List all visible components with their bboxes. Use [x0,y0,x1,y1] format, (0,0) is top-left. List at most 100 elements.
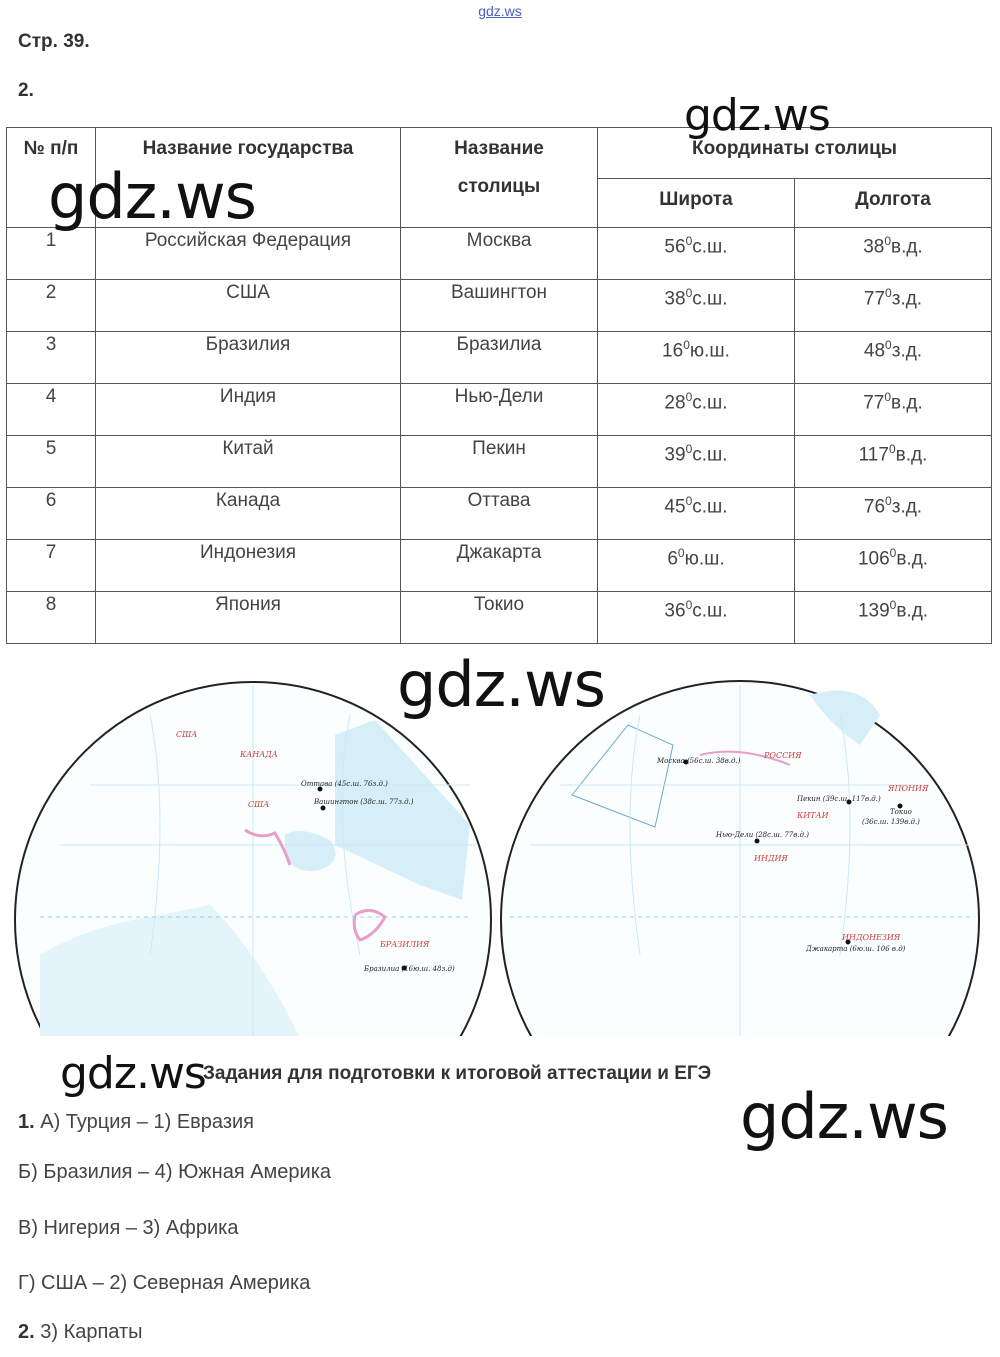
map-label-beijing: Пекин (39с.ш. 117в.д.) [796,795,881,803]
lat-direction: ю.ш. [689,340,730,362]
map-label-tokyo: Токио [890,808,912,816]
map-label-india: ИНДИЯ [753,854,788,863]
map-label-moscow: Москва (56с.ш. 38в.д.) [656,757,741,765]
degree-mark: 0 [889,546,897,560]
lat-value: 45 [664,496,686,518]
degree-mark: 0 [885,286,892,300]
lat-direction: с.ш. [692,392,728,414]
lon-value: 48 [863,340,886,362]
map-label-brazil: БРАЗИЛИЯ [379,940,430,949]
map-label-russia: РОССИЯ [763,751,802,760]
map-label-usa-top: США [176,730,197,739]
pacific-water [40,905,300,1038]
lon-direction: з.д. [891,288,923,310]
answer-text: Г) США – 2) Северная Америка [18,1272,311,1294]
lat-direction: с.ш. [692,600,728,622]
answer-num: 1. [18,1111,35,1133]
cell-lon: 760з.д. [793,487,993,540]
cell-capital: Бразилиа [400,331,598,384]
answer-5: 2. 3) Карпаты [18,1321,143,1344]
cell-num: 8 [6,591,96,644]
cell-num: 4 [6,383,96,436]
cell-num: 7 [6,539,96,592]
lon-value: 106 [857,548,890,570]
degree-mark: 0 [677,546,685,560]
lon-direction: в.д. [896,600,929,622]
moscow-zone-outline [571,724,674,828]
cell-lon: 1060в.д. [793,539,993,592]
atlantic-shaded-zone [335,720,470,900]
degree-mark: 0 [884,234,892,248]
usa-border-line [244,828,292,866]
cell-lat: 360с.ш. [597,591,795,644]
lon-direction: з.д. [891,496,923,518]
degree-mark: 0 [885,494,892,508]
degree-mark: 0 [685,442,693,456]
table-row: 6 Канада Оттава 450с.ш. 760з.д. [6,487,993,540]
degree-mark: 0 [685,234,693,248]
watermark-1: gdz.ws [48,160,257,233]
cell-lon: 380в.д. [793,227,993,280]
map-label-japan: ЯПОНИЯ [887,784,929,793]
answer-text: А) Турция – 1) Евразия [34,1111,254,1133]
answer-text: Б) Бразилия – 4) Южная Америка [18,1161,332,1183]
table-row: 3 Бразилия Бразилиа 160ю.ш. 480з.д. [6,331,993,384]
site-link[interactable]: gdz.ws [478,3,522,19]
header-coords: Координаты столицы [596,127,993,179]
lon-direction: з.д. [891,340,923,362]
header-country: Название государства [95,127,401,228]
brazil-border-line [352,909,387,942]
lat-value: 6 [667,548,678,570]
cell-num: 1 [6,227,96,280]
lon-value: 76 [863,496,886,518]
task-number: 2. [18,80,34,101]
degree-mark: 0 [685,598,693,612]
cell-country: Индонезия [95,539,401,592]
cell-lon: 1170в.д. [793,435,993,488]
lon-value: 117 [858,444,889,466]
answer-4: Г) США – 2) Северная Америка [18,1272,310,1295]
map-label-brasilia: Бразилиа (16ю.ш. 48з.д) [363,965,455,973]
lat-value: 38 [664,288,686,310]
watermark-2: gdz.ws [684,90,831,141]
lon-value: 77 [863,392,885,414]
hemispheres-map: США КАНАДА США Оттава (45с.ш. 76з.д.) Ва… [0,680,1000,1040]
lat-value: 28 [664,392,686,414]
degree-mark: 0 [685,494,693,508]
map-label-indonesia: ИНДОНЕЗИЯ [841,933,901,942]
degree-mark: 0 [685,390,693,404]
cell-lon: 770в.д. [793,383,993,436]
cell-lon: 1390в.д. [793,591,993,644]
map-label-washington: Вашингтон (38с.ш. 77з.д.) [313,798,414,806]
lat-value: 56 [664,236,686,258]
arctic-water [810,690,880,745]
cell-capital: Москва [400,227,598,280]
header-capital: Название столицы [400,127,598,228]
table-row: 8 Япония Токио 360с.ш. 1390в.д. [6,591,993,644]
lat-direction: ю.ш. [684,548,725,570]
cell-num: 3 [6,331,96,384]
lon-value: 77 [863,288,886,310]
cell-capital: Пекин [400,435,598,488]
cell-lat: 60ю.ш. [597,539,795,592]
cell-lon: 480з.д. [793,331,993,384]
cell-country: США [95,279,401,332]
lon-direction: в.д. [896,548,929,570]
cell-country: Китай [95,435,401,488]
degree-mark: 0 [685,286,693,300]
cell-country: Канада [95,487,401,540]
answer-2: Б) Бразилия – 4) Южная Америка [18,1161,331,1184]
watermark-3: gdz.ws [397,648,606,721]
map-label-jakarta: Джакарта (6ю.ш. 106 в.д) [805,945,906,953]
cell-country: Япония [95,591,401,644]
degree-mark: 0 [884,390,892,404]
cell-capital: Джакарта [400,539,598,592]
gulf-water [285,831,336,871]
answer-num: 2. [18,1321,35,1343]
header-lon: Долгота [793,178,993,228]
lon-value: 139 [857,600,890,622]
degree-mark: 0 [889,598,897,612]
watermark-4: gdz.ws [60,1048,207,1099]
lat-direction: с.ш. [692,496,728,518]
answer-1: 1. А) Турция – 1) Евразия [18,1111,254,1134]
